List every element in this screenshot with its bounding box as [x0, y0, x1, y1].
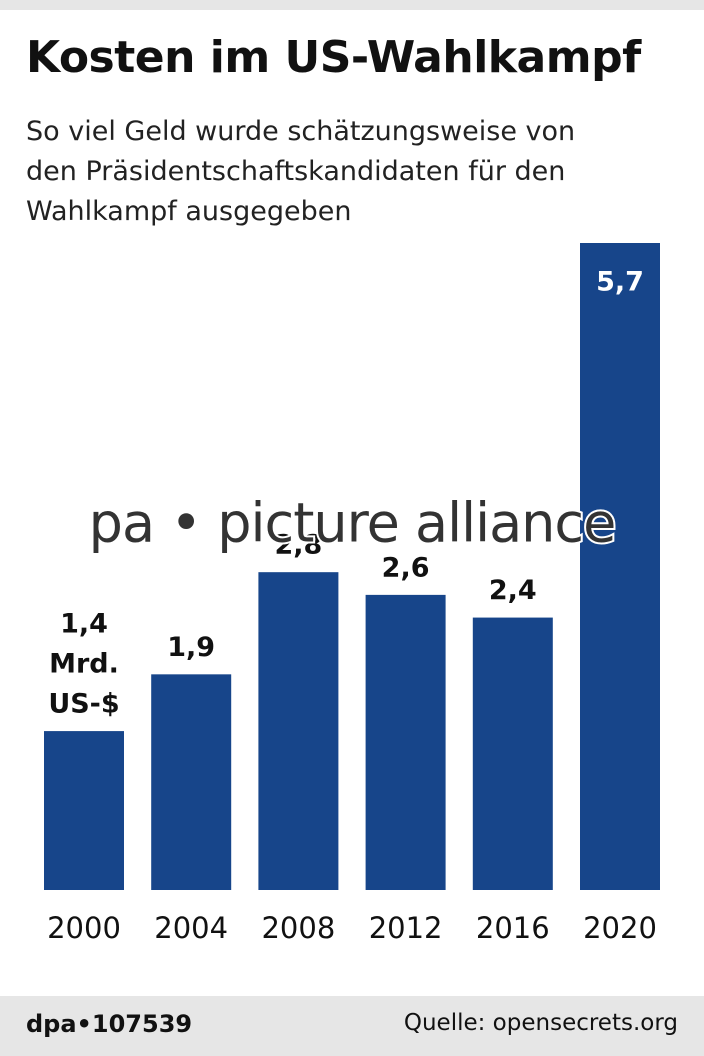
bar [258, 572, 339, 890]
value-unit: Mrd. [49, 649, 119, 680]
value-label: 1,9 [167, 632, 215, 663]
credit: dpa•107539 [26, 1010, 193, 1038]
value-label: 2,6 [382, 552, 430, 583]
bar [472, 617, 553, 890]
footer: dpa•107539 Quelle: opensecrets.org [0, 996, 704, 1056]
x-tick-label: 2004 [154, 911, 228, 945]
x-tick-label: 2012 [369, 911, 443, 945]
bar [365, 594, 446, 890]
value-label: 1,4 [60, 609, 108, 640]
value-label: 2,8 [274, 530, 322, 561]
value-unit: US-$ [48, 689, 119, 720]
x-tick-label: 2000 [47, 911, 121, 945]
bar [580, 243, 660, 890]
source: Quelle: opensecrets.org [403, 1010, 678, 1036]
bar [151, 674, 232, 890]
top-bar [0, 0, 704, 10]
bar [44, 731, 124, 890]
watermark: pa • picture alliance [89, 492, 616, 555]
x-tick-label: 2016 [476, 911, 550, 945]
chart-subtitle: So viel Geld wurde schätzungsweise von d… [26, 116, 576, 227]
chart: 1,4 Mrd. US-$ 2000 1,9 2004 2,8 2008 2,6 2012 2,4 2… [44, 243, 660, 945]
value-label: 5,7 [596, 267, 644, 298]
x-tick-label: 2020 [583, 911, 657, 945]
value-label: 2,4 [489, 575, 537, 606]
chart-title: Kosten im US-Wahlkampf [26, 32, 641, 83]
x-tick-label: 2008 [261, 911, 335, 945]
